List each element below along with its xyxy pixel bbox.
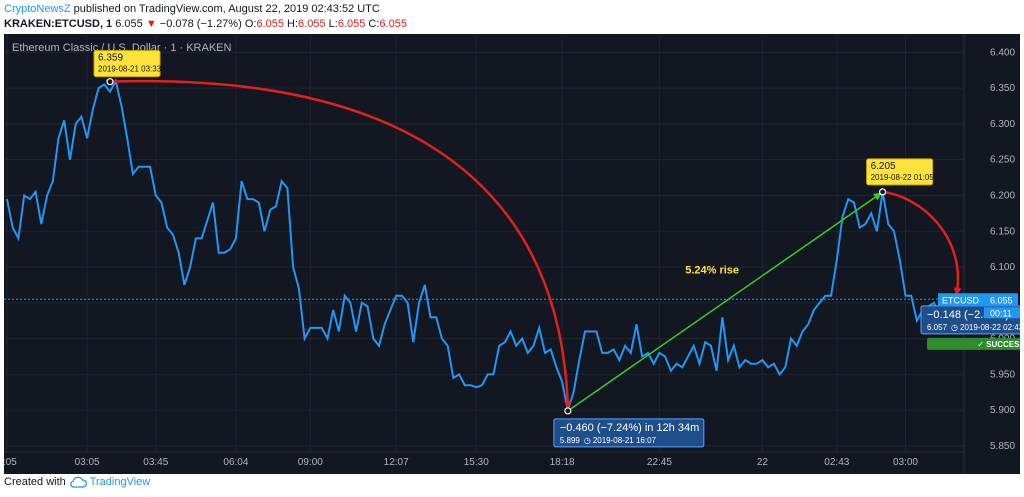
ohlc-line: KRAKEN:ETCUSD, 1 6.055 ▼ −0.078 (−1.27%)… xyxy=(4,18,407,30)
peak-callout-time: 2019-08-22 01:05 xyxy=(871,173,935,182)
symbol-badge-label: ETCUSD xyxy=(942,295,980,305)
y-tick-label: 6.250 xyxy=(990,155,1015,166)
point-marker xyxy=(106,78,114,86)
chart-header: CryptoNewsZ published on TradingView.com… xyxy=(4,0,1020,34)
low-callout-change: −0.460 (−7.24%) in 12h 34m xyxy=(560,422,699,434)
point-marker xyxy=(879,188,887,196)
close-label: C: xyxy=(368,18,380,30)
y-tick-label: 6.350 xyxy=(990,83,1015,94)
x-tick-label: 15:30 xyxy=(464,457,489,468)
y-axis: 6.4006.3506.3006.2506.2006.1506.1006.050… xyxy=(963,34,1015,474)
last-price: 6.055 xyxy=(115,18,143,30)
high-callout-value: 6.359 xyxy=(98,53,123,64)
x-tick-label: 18:18 xyxy=(550,457,575,468)
rise-label: 5.24% rise xyxy=(685,264,739,276)
author-link[interactable]: CryptoNewsZ xyxy=(4,3,71,15)
x-tick-label: 03:05 xyxy=(75,457,100,468)
tradingview-brand[interactable]: TradingView xyxy=(89,476,151,488)
x-tick-label: 09:00 xyxy=(298,457,323,468)
y-tick-label: 5.850 xyxy=(990,441,1015,452)
low-value: 6.055 xyxy=(337,18,366,30)
y-tick-label: 6.400 xyxy=(990,47,1015,58)
y-tick-label: 5.900 xyxy=(990,405,1015,416)
close-value: 6.055 xyxy=(379,18,407,30)
published-text: published on TradingView.com, August 22,… xyxy=(70,3,380,15)
publish-line: CryptoNewsZ published on TradingView.com… xyxy=(4,3,380,15)
decline-arc xyxy=(109,79,572,409)
y-tick-label: 6.100 xyxy=(990,262,1015,273)
chart-panel[interactable]: Ethereum Classic / U.S. Dollar · 1 · KRA… xyxy=(0,34,1024,474)
price-change: −0.078 (−1.27%) xyxy=(159,18,242,30)
x-axis: 1:05 03:05 03:45 06:04 09:00 12:07 15:30 18:18 2… xyxy=(0,451,964,468)
x-tick-label: 12:07 xyxy=(384,457,409,468)
high-callout: 6.359 2019-08-21 03:33 xyxy=(93,50,162,78)
grid-lines xyxy=(4,34,964,452)
x-tick-label: 1:05 xyxy=(4,457,17,468)
x-tick-label: 22 xyxy=(757,457,769,468)
created-with-label: Created with xyxy=(4,476,66,488)
symbol-price-badge: ETCUSD 6.055 00:11 xyxy=(938,293,1024,319)
chart-title: Ethereum Classic / U.S. Dollar · 1 · KRA… xyxy=(12,42,232,54)
price-chart[interactable]: Ethereum Classic / U.S. Dollar · 1 · KRA… xyxy=(0,34,1024,474)
high-callout-time: 2019-08-21 03:33 xyxy=(98,65,162,74)
high-value: 6.055 xyxy=(298,18,326,30)
clock-icon: ◷ xyxy=(584,436,591,445)
clock-icon: ◷ xyxy=(951,323,958,332)
rise-arrow xyxy=(567,192,882,412)
x-tick-label: 02:43 xyxy=(824,457,849,468)
peak-callout-value: 6.205 xyxy=(871,161,896,172)
low-label: L: xyxy=(328,18,338,30)
low-callout-time: 2019-08-21 16:07 xyxy=(593,436,657,445)
decline-arc-2 xyxy=(882,190,962,296)
end-callout-value: 6.057 xyxy=(927,323,948,332)
y-tick-label: 6.300 xyxy=(990,119,1015,130)
point-markers xyxy=(106,78,961,415)
x-tick-label: 03:45 xyxy=(143,457,168,468)
high-label: H: xyxy=(287,18,299,30)
y-tick-label: 6.150 xyxy=(990,226,1015,237)
success-label: ✓ SUCCESS xyxy=(977,340,1020,349)
footer: Created with TradingView xyxy=(4,476,150,494)
peak-callout: 6.205 2019-08-22 01:05 xyxy=(866,158,935,186)
low-callout: −0.460 (−7.24%) in 12h 34m 5.899 ◷ 2019-… xyxy=(553,418,705,448)
success-badge: ✓ SUCCESS xyxy=(927,337,1024,350)
down-arrow-icon: ▼ xyxy=(145,18,157,30)
x-tick-label: 22:45 xyxy=(647,457,672,468)
symbol-label: KRAKEN:ETCUSD, 1 xyxy=(4,18,113,30)
y-tick-label: 6.200 xyxy=(990,190,1015,201)
point-marker xyxy=(564,407,572,415)
end-callout-time: 2019-08-22 02:43 xyxy=(960,323,1020,332)
y-tick-label: 5.950 xyxy=(990,369,1015,380)
open-value: 6.055 xyxy=(256,18,284,30)
x-tick-label: 03:00 xyxy=(893,457,918,468)
series-line xyxy=(6,78,970,415)
countdown-label: 00:11 xyxy=(990,308,1012,318)
tradingview-cloud-icon xyxy=(70,476,87,488)
x-tick-label: 06:04 xyxy=(223,457,248,468)
low-callout-value: 5.899 xyxy=(560,436,581,445)
symbol-badge-price: 6.055 xyxy=(990,295,1013,305)
open-label: O: xyxy=(244,18,257,30)
